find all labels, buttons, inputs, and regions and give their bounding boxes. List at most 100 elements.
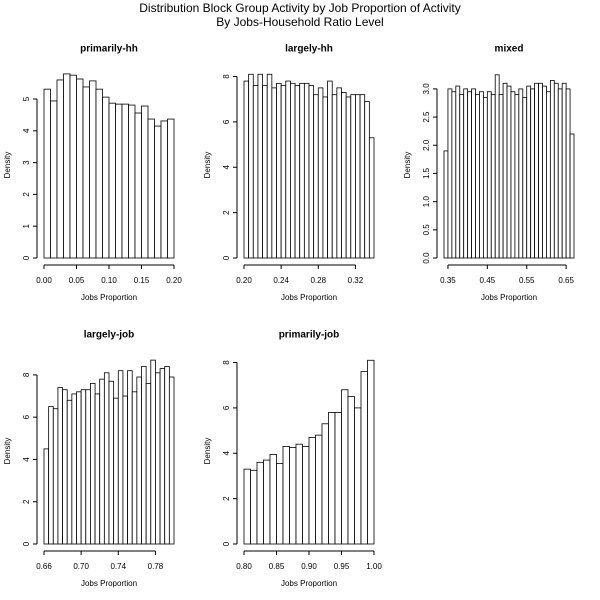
y-tick-label: 0 bbox=[222, 255, 231, 260]
y-axis-label: Density bbox=[203, 438, 212, 465]
bar bbox=[482, 96, 488, 259]
y-tick-label: 0 bbox=[22, 541, 31, 546]
y-tick-label: 0 bbox=[22, 255, 31, 260]
bar bbox=[494, 74, 500, 259]
bar bbox=[57, 387, 63, 545]
bar bbox=[252, 85, 259, 259]
x-tick-label: 0.66 bbox=[36, 562, 52, 571]
bar bbox=[355, 94, 361, 259]
x-tick-label: 0.10 bbox=[101, 276, 117, 285]
x-tick-label: 0.90 bbox=[301, 562, 317, 571]
bar bbox=[76, 78, 84, 259]
bar bbox=[367, 359, 375, 545]
bar bbox=[498, 94, 504, 259]
bar bbox=[113, 397, 119, 545]
bar bbox=[256, 461, 264, 545]
bar bbox=[479, 91, 484, 259]
bar bbox=[80, 389, 87, 545]
bar bbox=[350, 94, 356, 259]
bar bbox=[285, 80, 291, 259]
x-tick-label: 0.95 bbox=[334, 562, 350, 571]
bar bbox=[280, 85, 287, 259]
bar bbox=[295, 443, 303, 545]
x-tick-label: 0.05 bbox=[69, 276, 85, 285]
bar bbox=[248, 73, 254, 259]
bar bbox=[486, 91, 492, 259]
bar bbox=[364, 101, 370, 259]
x-tick-label: 0.24 bbox=[273, 276, 289, 285]
bar bbox=[467, 91, 472, 259]
bar bbox=[321, 423, 329, 545]
bar bbox=[471, 88, 476, 259]
x-tick-label: 0.80 bbox=[236, 562, 252, 571]
bar bbox=[299, 82, 305, 259]
bar bbox=[121, 103, 129, 259]
bar bbox=[271, 87, 277, 259]
y-tick-label: 5 bbox=[22, 96, 31, 101]
x-tick-label: 0.85 bbox=[269, 562, 285, 571]
y-tick-label: 4 bbox=[222, 450, 231, 455]
bar bbox=[443, 150, 449, 259]
bar bbox=[115, 103, 123, 259]
bar bbox=[490, 94, 496, 259]
y-tick-label: 2 bbox=[22, 192, 31, 197]
bar bbox=[546, 91, 551, 259]
y-tick-label: 6 bbox=[222, 405, 231, 410]
y-tick-label: 4 bbox=[22, 457, 31, 462]
bar bbox=[345, 96, 352, 259]
bar bbox=[127, 370, 133, 545]
bar bbox=[308, 85, 315, 259]
bar bbox=[131, 391, 138, 545]
bar bbox=[167, 118, 175, 259]
y-axis-label: Density bbox=[3, 438, 12, 465]
bar bbox=[315, 434, 323, 545]
bar bbox=[542, 85, 547, 259]
bar bbox=[63, 73, 71, 259]
bar bbox=[103, 372, 110, 545]
x-tick-label: 0.45 bbox=[480, 276, 496, 285]
bar bbox=[518, 88, 524, 259]
bar bbox=[69, 74, 77, 259]
bar bbox=[302, 446, 310, 545]
bar bbox=[328, 412, 336, 545]
bar bbox=[289, 447, 297, 545]
y-tick-label: 8 bbox=[22, 372, 31, 377]
chart-title: Distribution Block Group Activity by Job… bbox=[139, 1, 460, 15]
bar bbox=[168, 376, 175, 545]
bar bbox=[243, 80, 250, 259]
bar bbox=[341, 389, 349, 545]
bar bbox=[334, 412, 342, 545]
x-tick-label: 0.65 bbox=[558, 276, 574, 285]
bar bbox=[102, 96, 110, 259]
bar bbox=[569, 133, 575, 259]
bar bbox=[99, 378, 105, 545]
bar bbox=[336, 87, 342, 259]
bar bbox=[502, 82, 508, 259]
x-tick-label: 0.00 bbox=[36, 276, 52, 285]
bar bbox=[331, 94, 338, 259]
bar bbox=[266, 73, 273, 259]
bar bbox=[134, 112, 142, 259]
y-tick-label: 1 bbox=[22, 223, 31, 228]
panel-title: largely-hh bbox=[285, 44, 333, 55]
bar bbox=[327, 80, 333, 259]
y-tick-label: 2.0 bbox=[422, 139, 431, 151]
bar bbox=[459, 94, 465, 259]
bar bbox=[155, 372, 161, 545]
x-axis-label: Jobs Proportion bbox=[81, 293, 137, 302]
bar bbox=[56, 79, 64, 259]
bar bbox=[50, 100, 58, 259]
x-tick-label: 0.55 bbox=[519, 276, 535, 285]
bar bbox=[164, 366, 170, 545]
x-axis-label: Jobs Proportion bbox=[281, 579, 337, 588]
x-axis-label: Jobs Proportion bbox=[81, 579, 137, 588]
bar bbox=[263, 459, 271, 545]
bar bbox=[71, 393, 77, 545]
bar bbox=[463, 88, 469, 259]
bar bbox=[89, 80, 97, 259]
bar bbox=[76, 391, 82, 545]
bar bbox=[347, 396, 355, 545]
bar bbox=[475, 94, 480, 259]
bar bbox=[43, 88, 51, 259]
